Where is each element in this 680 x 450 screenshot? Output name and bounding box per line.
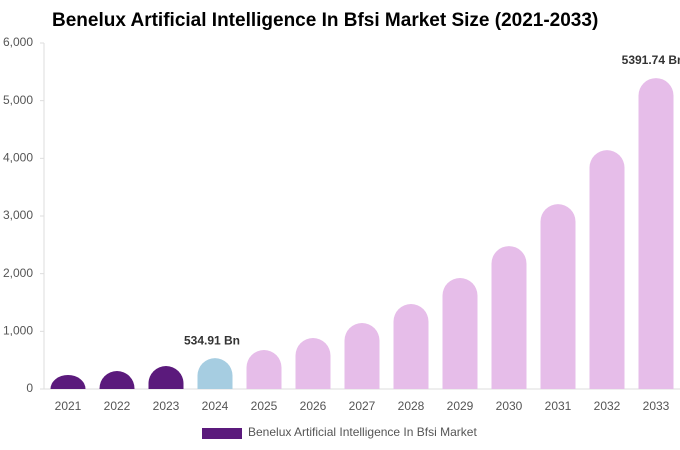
- x-tick-label: 2031: [545, 399, 572, 413]
- legend-swatch: [202, 428, 242, 439]
- bar: [246, 350, 282, 389]
- x-tick-label: 2025: [251, 399, 278, 413]
- bar: [99, 371, 135, 389]
- bar: [540, 204, 576, 389]
- bar: [344, 323, 380, 389]
- x-tick-label: 2032: [594, 399, 621, 413]
- y-tick-label: 2,000: [3, 266, 33, 280]
- x-tick-label: 2021: [55, 399, 82, 413]
- x-tick-label: 2033: [643, 399, 670, 413]
- y-tick-label: 3,000: [3, 208, 33, 222]
- x-tick-label: 2029: [447, 399, 474, 413]
- x-tick-label: 2023: [153, 399, 180, 413]
- bar: [491, 246, 527, 389]
- x-tick-label: 2028: [398, 399, 425, 413]
- y-tick-label: 0: [26, 381, 33, 395]
- y-tick-label: 6,000: [3, 35, 33, 49]
- chart-title: Benelux Artificial Intelligence In Bfsi …: [52, 10, 598, 31]
- bar: [148, 365, 184, 389]
- x-tick-label: 2030: [496, 399, 523, 413]
- y-tick-label: 5,000: [3, 93, 33, 107]
- y-tick-label: 4,000: [3, 151, 33, 165]
- x-tick-label: 2024: [202, 399, 229, 413]
- x-tick-label: 2026: [300, 399, 327, 413]
- bar: [393, 304, 429, 389]
- x-tick-label: 2022: [104, 399, 131, 413]
- x-tick-label: 2027: [349, 399, 376, 413]
- bar: [197, 358, 233, 389]
- bar: [638, 78, 674, 389]
- data-label: 534.91 Bn: [184, 333, 240, 347]
- bar: [295, 338, 331, 389]
- bar: [442, 278, 478, 389]
- legend-label: Benelux Artificial Intelligence In Bfsi …: [248, 425, 477, 439]
- bar: [589, 150, 625, 389]
- data-label: 5391.74 Bn: [622, 53, 680, 67]
- y-tick-label: 1,000: [3, 324, 33, 338]
- bar: [50, 374, 86, 389]
